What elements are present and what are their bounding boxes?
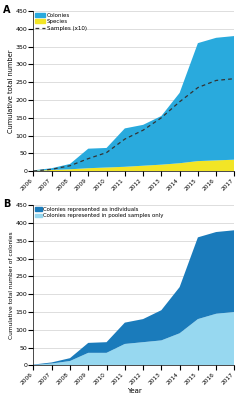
Y-axis label: Cumulative total number: Cumulative total number <box>8 49 14 133</box>
Text: B: B <box>3 199 11 209</box>
Y-axis label: Cumulative total number of colonies: Cumulative total number of colonies <box>9 232 14 339</box>
Text: A: A <box>3 5 11 15</box>
X-axis label: Year: Year <box>126 388 141 394</box>
Legend: Colonies, Species, Samples (x10): Colonies, Species, Samples (x10) <box>35 12 87 31</box>
Legend: Colonies represented as individuals, Colonies represented in pooled samples only: Colonies represented as individuals, Col… <box>35 206 164 219</box>
